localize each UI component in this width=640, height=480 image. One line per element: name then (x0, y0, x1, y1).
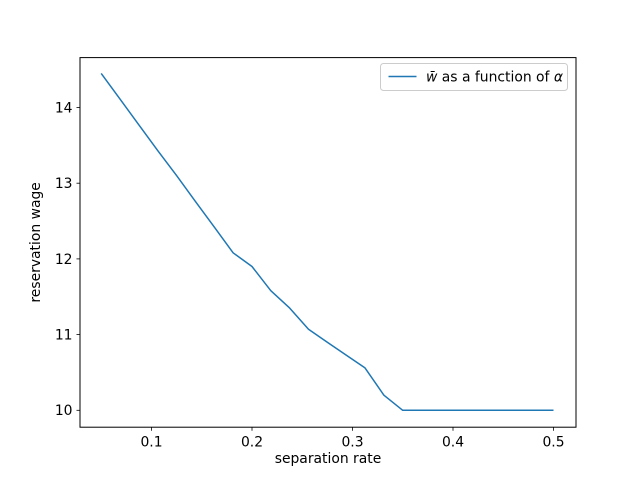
plot-background (80, 57, 576, 428)
x-axis-label: separation rate (275, 451, 382, 467)
x-tick-label: 0.4 (442, 435, 464, 451)
axes-frame (79, 57, 577, 428)
legend-label: w̄ as a function of α (426, 70, 563, 86)
legend-frame (380, 63, 568, 91)
y-tick-label: 14 (55, 100, 73, 116)
x-tick-label: 0.5 (542, 435, 564, 451)
legend-alpha-symbol: α (554, 70, 563, 86)
x-tick-label: 0.3 (341, 435, 363, 451)
x-tick-label: 0.1 (140, 435, 162, 451)
y-axis-label: reservation wage (28, 182, 44, 302)
reservation-wage-line (100, 72, 554, 412)
y-tick-label: 13 (55, 176, 73, 192)
y-axis-ticks: 10 11 12 13 14 (55, 100, 80, 419)
legend: w̄ as a function of α (380, 63, 568, 91)
x-axis-ticks: 0.1 0.2 0.3 0.4 0.5 (140, 427, 565, 451)
y-tick-label: 10 (55, 403, 73, 419)
legend-label-text: as a function of (437, 70, 553, 86)
y-tick-label: 12 (55, 252, 73, 268)
legend-wbar-symbol: w̄ (426, 70, 438, 86)
y-tick-label: 11 (55, 328, 73, 344)
x-tick-label: 0.2 (241, 435, 263, 451)
